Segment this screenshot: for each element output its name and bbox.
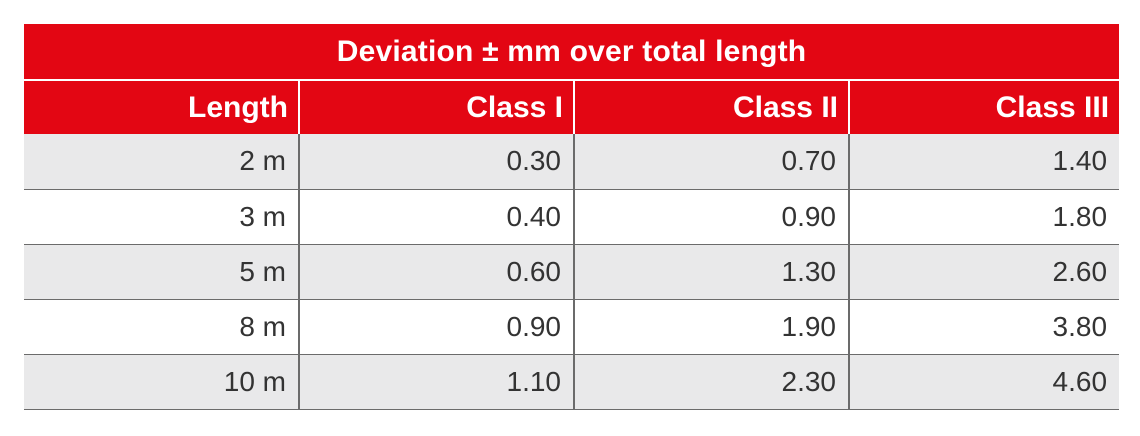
- cell-class-ii: 1.30: [574, 244, 850, 300]
- cell-length: 2 m: [24, 134, 300, 190]
- header-class-iii: Class III: [849, 80, 1120, 134]
- cell-class-i: 0.60: [299, 244, 575, 300]
- cell-class-i: 0.30: [299, 134, 575, 190]
- cell-class-ii: 1.90: [574, 299, 850, 355]
- cell-length: 10 m: [24, 354, 300, 410]
- header-length: Length: [24, 80, 300, 134]
- table-row: 10 m 1.10 2.30 4.60: [24, 354, 1120, 410]
- table-header-row: Length Class I Class II Class III: [24, 80, 1120, 134]
- table-row: 2 m 0.30 0.70 1.40: [24, 134, 1120, 190]
- header-class-ii: Class II: [574, 80, 850, 134]
- table-row: 8 m 0.90 1.90 3.80: [24, 299, 1120, 355]
- cell-class-iii: 1.40: [849, 134, 1120, 190]
- cell-class-iii: 3.80: [849, 299, 1120, 355]
- cell-class-i: 0.90: [299, 299, 575, 355]
- cell-length: 5 m: [24, 244, 300, 300]
- header-class-i: Class I: [299, 80, 575, 134]
- cell-class-i: 0.40: [299, 189, 575, 245]
- cell-class-iii: 4.60: [849, 354, 1120, 410]
- deviation-table: Deviation ± mm over total length Length …: [24, 24, 1120, 410]
- cell-length: 8 m: [24, 299, 300, 355]
- cell-length: 3 m: [24, 189, 300, 245]
- cell-class-ii: 0.70: [574, 134, 850, 190]
- table-title: Deviation ± mm over total length: [24, 24, 1120, 81]
- cell-class-ii: 2.30: [574, 354, 850, 410]
- table-row: 5 m 0.60 1.30 2.60: [24, 244, 1120, 300]
- deviation-table-container: Deviation ± mm over total length Length …: [24, 24, 1120, 410]
- table-row: 3 m 0.40 0.90 1.80: [24, 189, 1120, 245]
- cell-class-iii: 1.80: [849, 189, 1120, 245]
- table-title-row: Deviation ± mm over total length: [24, 24, 1120, 81]
- cell-class-i: 1.10: [299, 354, 575, 410]
- cell-class-ii: 0.90: [574, 189, 850, 245]
- cell-class-iii: 2.60: [849, 244, 1120, 300]
